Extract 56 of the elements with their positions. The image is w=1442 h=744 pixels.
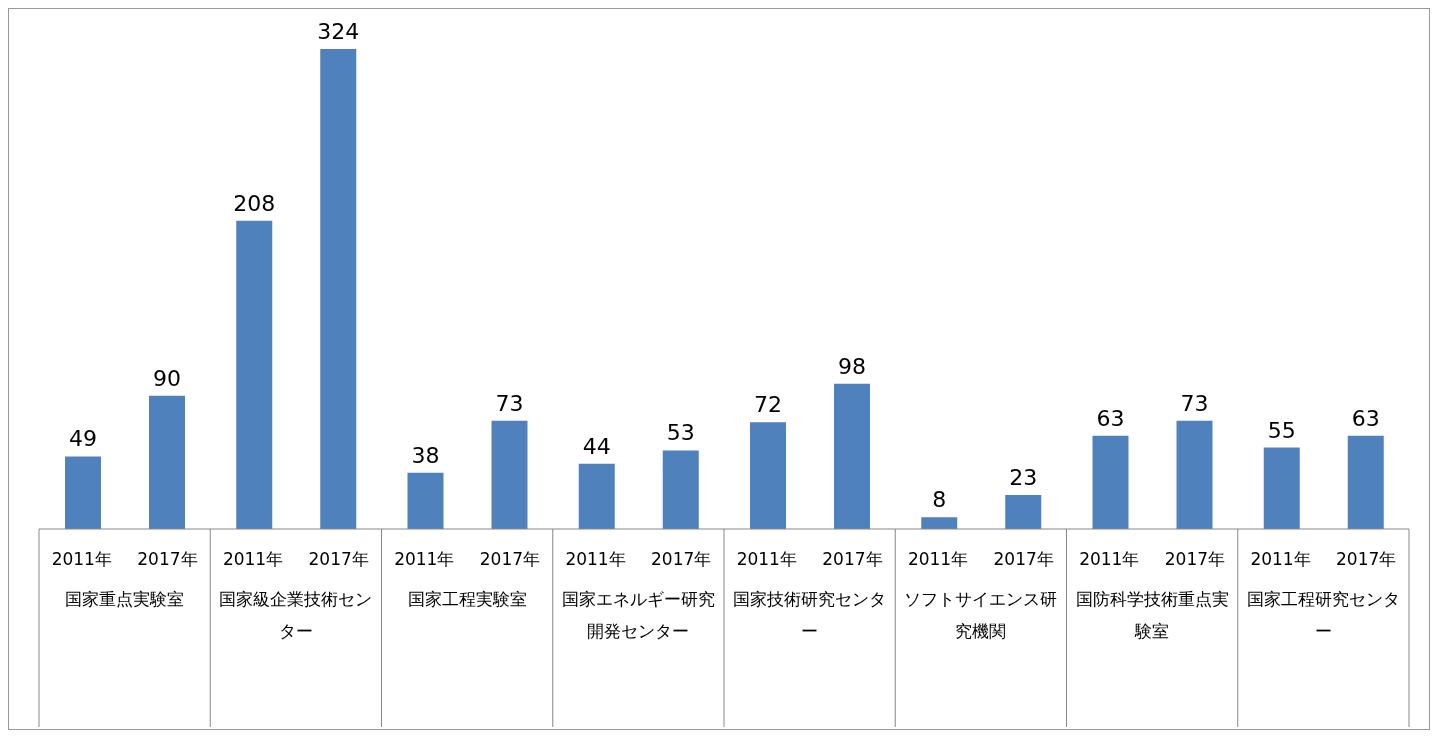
series-label: 2017年 xyxy=(137,549,198,569)
bar xyxy=(662,450,699,529)
text: 2011年 xyxy=(907,549,969,569)
data-label: 44 xyxy=(582,433,611,459)
bar xyxy=(834,383,870,529)
text: 2011年 xyxy=(394,549,455,569)
data-label: 49 xyxy=(69,426,97,452)
text: 2011年 xyxy=(1079,549,1140,569)
data-label: 73 xyxy=(1180,390,1209,416)
data-label: 208 xyxy=(233,190,276,216)
x-tick-label: 国家工程実験室 xyxy=(407,589,527,609)
series-label: 2011年 xyxy=(222,549,284,569)
data-label: 73 xyxy=(495,390,524,416)
bar xyxy=(236,220,273,529)
bar xyxy=(65,456,101,529)
x-tick-label: 国家技術研究センター xyxy=(733,589,887,641)
text: 2017年 xyxy=(822,549,883,569)
bar xyxy=(407,472,444,529)
bar xyxy=(320,49,357,529)
text: 2017年 xyxy=(1336,549,1397,569)
bar xyxy=(921,517,958,529)
bar xyxy=(1176,420,1213,529)
data-label: 324 xyxy=(317,19,360,44)
data-label: 90 xyxy=(153,365,181,391)
x-tick-label: 国防科学技術重点実験室 xyxy=(1075,589,1229,641)
text: 2017年 xyxy=(308,549,369,569)
x-tick-label: 国家重点実験室 xyxy=(65,589,185,609)
bar xyxy=(1347,435,1384,529)
bar xyxy=(491,420,528,529)
x-tick-label: 国家級企業技術センター xyxy=(219,589,373,641)
x-tick-label: 国家エネルギー研究開発センター xyxy=(561,589,715,641)
bar xyxy=(149,395,185,529)
data-label: 23 xyxy=(1009,464,1038,490)
data-label: 72 xyxy=(754,392,782,418)
data-label: 55 xyxy=(1267,417,1296,443)
data-label: 63 xyxy=(1096,405,1125,431)
data-label: 38 xyxy=(411,442,440,468)
text: 2011年 xyxy=(51,549,112,569)
text: 2017年 xyxy=(651,549,712,569)
text: 2017年 xyxy=(993,549,1054,569)
text: 2017年 xyxy=(479,549,541,569)
text: 2017年 xyxy=(1164,549,1226,569)
data-label: 53 xyxy=(666,420,695,446)
text: 2011年 xyxy=(565,549,626,569)
bar xyxy=(1263,447,1300,529)
x-tick-label: ソフトサイエンス研究機関 xyxy=(904,589,1058,641)
data-label: 98 xyxy=(838,353,866,379)
bar xyxy=(578,463,615,529)
bar xyxy=(750,422,786,529)
bar xyxy=(1005,494,1042,529)
text: 2011年 xyxy=(736,549,797,569)
x-tick-label: 国家工程研究センター xyxy=(1246,589,1400,641)
data-label: 8 xyxy=(932,487,947,513)
text: 2011年 xyxy=(1250,549,1311,569)
bar xyxy=(1092,435,1129,529)
data-label: 63 xyxy=(1351,405,1380,431)
